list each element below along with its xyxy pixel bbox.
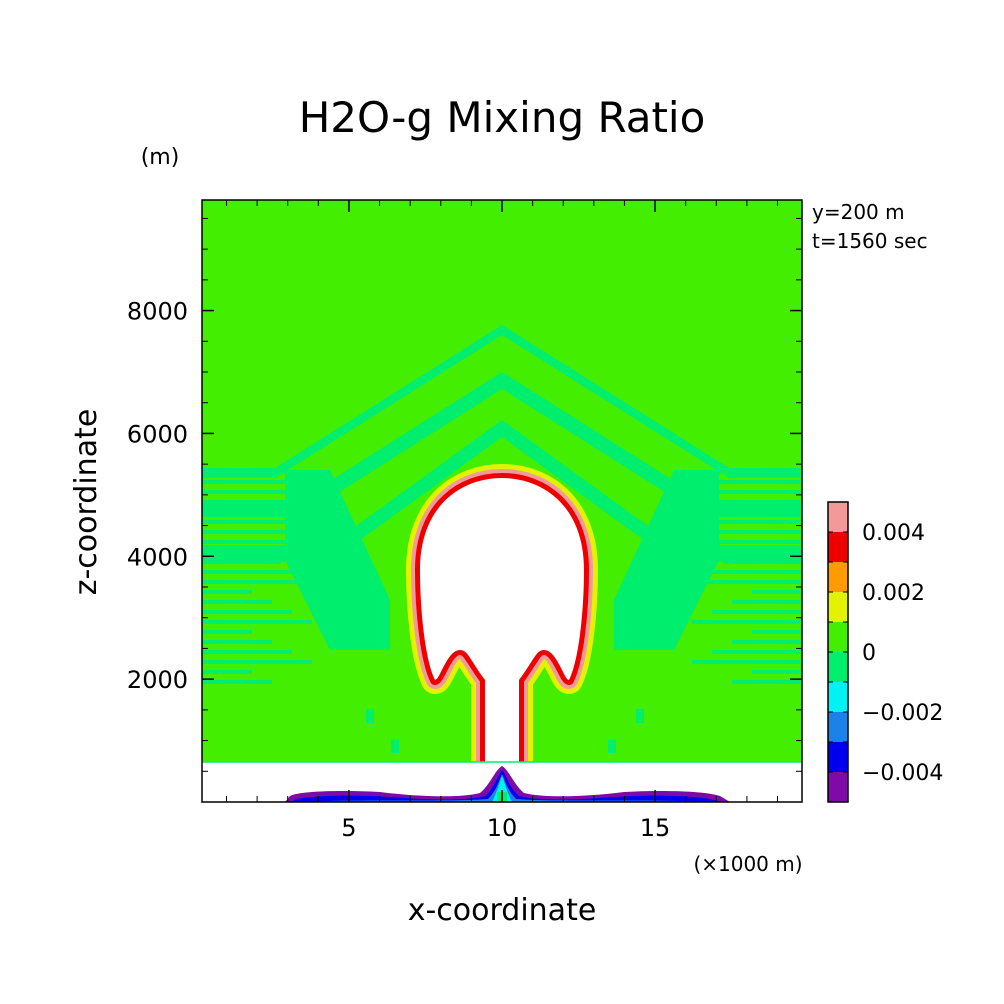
side-stripe-right: [711, 520, 802, 524]
side-stripe-right: [689, 580, 802, 584]
side-stripe-right: [716, 470, 802, 474]
wave-flank-left: [285, 470, 390, 650]
side-stripe-left: [202, 540, 327, 544]
colorbar-label: −0.004: [862, 761, 943, 786]
colorbar-swatch: [828, 652, 848, 682]
side-stripe-left: [202, 570, 298, 574]
side-stripe-left: [202, 510, 276, 514]
colorbar-swatch: [828, 682, 848, 712]
side-stripe-left: [202, 490, 322, 494]
side-stripe-right: [699, 480, 802, 484]
axes: 5 10 15 2000 4000 6000 8000: [127, 200, 802, 842]
side-stripe-left: [202, 560, 281, 564]
y-tick-label: 4000: [127, 543, 188, 571]
wave-spot: [391, 739, 399, 753]
colorbar-swatch: [828, 622, 848, 652]
wave-band: [202, 372, 802, 517]
x-tick-label: 5: [341, 814, 356, 842]
colorbar-label: 0: [862, 641, 876, 666]
wave-band: [202, 420, 802, 562]
side-stripe-right: [682, 490, 802, 494]
side-stripe-left: [202, 590, 252, 594]
plot-area: [201, 199, 803, 803]
side-stripe-right: [694, 530, 802, 534]
y-axis-label: z-coordinate: [69, 409, 104, 596]
annotation-t: t=1560 sec: [812, 229, 928, 253]
colorbar-swatch: [828, 502, 848, 532]
wave-flank-right: [614, 470, 719, 650]
side-stripe-left: [202, 660, 312, 664]
side-stripe-left: [202, 680, 272, 684]
wave-spot: [366, 709, 374, 723]
colorbar: 0.004 0.002 0 −0.002 −0.004: [827, 501, 943, 803]
side-stripe-left: [202, 650, 292, 654]
annotation-y: y=200 m: [812, 200, 905, 224]
side-stripe-left: [202, 530, 310, 534]
side-stripe-left: [202, 520, 293, 524]
cloud-core: [420, 478, 584, 762]
side-stripe-right: [723, 560, 802, 564]
side-stripe-left: [202, 610, 292, 614]
side-stripe-right: [732, 640, 802, 644]
side-stripe-left: [202, 600, 272, 604]
side-stripe-left: [202, 630, 252, 634]
side-stripe-left: [202, 640, 272, 644]
side-stripe-left: [202, 480, 305, 484]
side-stripe-left: [202, 470, 288, 474]
side-stripe-left: [202, 550, 264, 554]
colorbar-swatch: [828, 592, 848, 622]
colorbar-label: 0.002: [862, 581, 925, 606]
side-stripe-right: [732, 680, 802, 684]
side-stripe-right: [752, 590, 802, 594]
side-stripe-right: [732, 600, 802, 604]
y-tick-label: 8000: [127, 298, 188, 326]
x-tick-label: 15: [640, 814, 671, 842]
y-unit-label: (m): [141, 145, 180, 170]
side-stripe-left: [202, 670, 252, 674]
wave-spot: [608, 739, 616, 753]
side-stripe-left: [202, 500, 339, 504]
side-stripe-right: [692, 620, 802, 624]
colorbar-swatch: [828, 742, 848, 772]
side-stripe-left: [202, 620, 312, 624]
side-stripe-right: [752, 670, 802, 674]
x-tick-label: 10: [487, 814, 518, 842]
y-tick-label: 2000: [127, 666, 188, 694]
side-stripe-right: [728, 510, 802, 514]
x-axis-label: x-coordinate: [408, 893, 597, 928]
side-stripe-right: [665, 500, 802, 504]
wave-spot: [636, 709, 644, 723]
colorbar-swatch: [828, 772, 848, 802]
chart-title: H2O-g Mixing Ratio: [299, 93, 706, 142]
colorbar-label: 0.004: [862, 521, 925, 546]
colorbar-swatch: [828, 562, 848, 592]
side-stripe-right: [677, 540, 802, 544]
colorbar-swatch: [828, 712, 848, 742]
side-stripe-right: [740, 550, 802, 554]
side-stripe-left: [202, 580, 315, 584]
colorbar-swatch: [828, 532, 848, 562]
side-stripe-right: [706, 570, 802, 574]
side-stripe-right: [712, 610, 802, 614]
colorbar-label: −0.002: [862, 701, 943, 726]
side-stripe-right: [752, 630, 802, 634]
side-stripe-right: [712, 650, 802, 654]
x-unit-label: (×1000 m): [693, 852, 802, 876]
y-tick-label: 6000: [127, 420, 188, 448]
side-stripe-right: [692, 660, 802, 664]
